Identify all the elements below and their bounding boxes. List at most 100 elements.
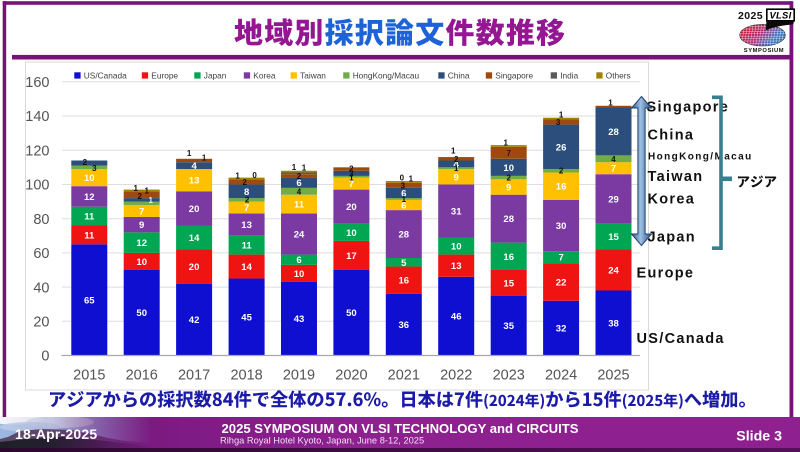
svg-text:Singapore: Singapore [495,71,533,81]
svg-text:2021: 2021 [388,367,420,383]
svg-text:14: 14 [241,262,252,273]
svg-text:29: 29 [608,195,619,206]
svg-text:14: 14 [189,233,200,244]
svg-text:0: 0 [252,171,257,180]
svg-text:50: 50 [346,308,357,319]
svg-text:28: 28 [503,214,514,225]
svg-text:Europe: Europe [151,71,178,81]
svg-text:9: 9 [454,172,459,183]
svg-text:1: 1 [302,164,307,173]
svg-text:1: 1 [144,186,149,195]
svg-text:US/Canada: US/Canada [637,331,725,347]
svg-text:35: 35 [503,321,514,332]
svg-text:100: 100 [25,178,49,194]
svg-text:US/Canada: US/Canada [84,71,127,81]
svg-text:1: 1 [409,174,414,183]
svg-text:140: 140 [25,109,49,125]
svg-text:1: 1 [133,184,138,193]
svg-text:18-Apr-2025: 18-Apr-2025 [15,426,97,442]
svg-text:16: 16 [556,182,567,193]
svg-text:22: 22 [556,277,567,288]
svg-text:11: 11 [242,241,253,252]
svg-text:6: 6 [296,255,301,266]
svg-text:1: 1 [187,149,192,158]
svg-text:Slide 3: Slide 3 [736,428,782,444]
svg-text:7: 7 [611,164,616,175]
svg-text:2020: 2020 [335,367,367,383]
svg-text:2: 2 [245,196,250,205]
svg-text:India: India [560,71,578,81]
svg-text:2015: 2015 [73,367,105,383]
svg-text:12: 12 [136,238,147,249]
svg-text:2: 2 [349,165,354,174]
svg-text:2018: 2018 [230,367,262,383]
svg-text:1: 1 [451,147,456,156]
svg-text:43: 43 [294,314,305,325]
svg-text:2016: 2016 [126,367,158,383]
svg-text:1: 1 [402,195,407,204]
svg-text:Japan: Japan [648,229,696,245]
svg-text:Taiwan: Taiwan [648,169,704,185]
svg-text:6: 6 [401,201,406,212]
svg-text:9: 9 [506,183,511,194]
svg-text:1: 1 [454,164,459,173]
svg-text:28: 28 [608,127,619,138]
svg-text:10: 10 [136,257,147,268]
svg-text:31: 31 [451,207,462,218]
svg-text:SYMPOSIUM: SYMPOSIUM [744,48,784,54]
svg-text:20: 20 [189,262,200,273]
svg-text:2: 2 [83,158,88,167]
svg-text:65: 65 [84,295,95,306]
svg-text:2: 2 [559,167,564,176]
svg-text:24: 24 [294,230,305,241]
svg-text:7: 7 [139,207,144,218]
svg-text:China: China [648,128,695,144]
svg-text:Korea: Korea [253,71,276,81]
svg-text:20: 20 [346,202,357,213]
svg-text:2017: 2017 [178,367,210,383]
svg-text:38: 38 [608,319,619,330]
svg-text:Europe: Europe [637,265,695,281]
svg-text:5: 5 [401,258,407,269]
svg-text:7: 7 [349,179,354,190]
svg-text:10: 10 [451,242,462,253]
svg-text:1: 1 [608,98,613,107]
svg-text:60: 60 [33,246,49,262]
svg-text:50: 50 [136,308,147,319]
svg-text:1: 1 [235,172,240,181]
svg-text:20: 20 [189,204,200,215]
svg-text:China: China [448,71,470,81]
svg-text:2024: 2024 [545,367,577,383]
svg-text:6: 6 [401,189,406,200]
svg-text:HongKong/Macau: HongKong/Macau [648,152,753,163]
svg-text:45: 45 [241,313,252,324]
svg-text:4: 4 [611,155,616,164]
svg-text:Japan: Japan [204,71,227,81]
svg-text:16: 16 [503,252,514,263]
svg-text:3: 3 [401,181,406,190]
svg-text:11: 11 [84,230,95,241]
svg-text:1: 1 [349,173,354,182]
svg-text:3: 3 [92,164,97,173]
svg-text:2: 2 [137,192,142,201]
svg-text:10: 10 [84,173,95,184]
svg-text:120: 120 [25,143,49,159]
svg-text:2: 2 [506,174,511,183]
svg-text:7: 7 [506,149,511,158]
svg-text:13: 13 [241,220,252,231]
svg-text:42: 42 [189,315,200,326]
svg-text:2022: 2022 [440,367,472,383]
svg-text:Others: Others [606,71,631,81]
svg-text:3: 3 [556,118,561,127]
svg-text:Korea: Korea [648,192,696,208]
svg-text:2025: 2025 [597,367,629,383]
svg-text:7: 7 [244,203,249,214]
svg-text:8: 8 [244,187,249,198]
svg-text:2: 2 [297,172,302,181]
svg-text:2019: 2019 [283,367,315,383]
svg-text:7: 7 [558,253,563,264]
svg-text:9: 9 [139,220,144,231]
svg-text:2: 2 [454,155,459,164]
svg-text:40: 40 [33,280,49,296]
svg-text:1: 1 [503,139,508,148]
